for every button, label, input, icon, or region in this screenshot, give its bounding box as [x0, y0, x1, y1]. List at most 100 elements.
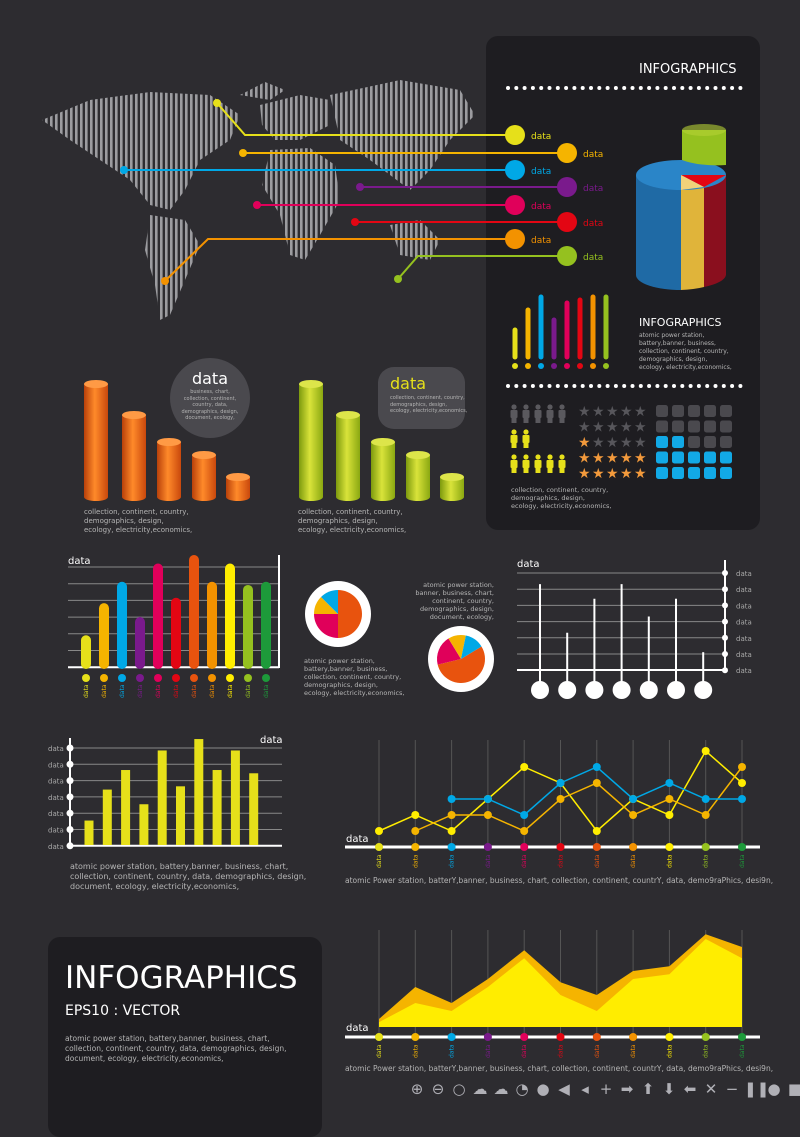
y-tick-label: data	[48, 794, 64, 802]
orange-cylinder-bar	[84, 380, 108, 388]
bar	[194, 739, 204, 845]
category-dot	[520, 1033, 529, 1041]
category-label: data	[739, 854, 746, 868]
orange-cylinder-bar	[192, 493, 216, 501]
grid-square	[720, 420, 732, 433]
category-dot	[556, 843, 565, 851]
star-icon: ★	[634, 451, 647, 467]
category-dot	[244, 674, 252, 682]
category-label: data	[594, 1044, 601, 1058]
dotted-divider	[564, 86, 569, 90]
dotted-divider	[522, 384, 527, 388]
icon-row: ⊕⊖○☁☁◔●◀◂+➡⬆⬇⬅✕−❚❚●■▶	[408, 1080, 800, 1098]
dotted-divider	[597, 384, 602, 388]
grid-square	[656, 405, 668, 417]
minus-icon: −	[725, 1080, 739, 1098]
orange-cylinder-bar	[157, 438, 181, 446]
bar	[84, 820, 94, 845]
bar	[230, 750, 240, 845]
lollipop-dot	[585, 681, 604, 699]
bar	[176, 786, 185, 845]
dotted-divider	[705, 86, 710, 90]
category-dot	[226, 674, 234, 682]
y-tick-label: data	[48, 810, 64, 818]
grid-square	[672, 467, 684, 479]
person-icon	[547, 467, 553, 473]
person-icon	[534, 460, 542, 468]
orange-bubble-title: data	[191, 369, 229, 388]
category-dot	[520, 843, 529, 851]
category-dot	[100, 674, 108, 682]
dotted-divider	[506, 86, 510, 90]
green-bubble-title: data	[390, 374, 427, 393]
close-icon: ✕	[704, 1080, 718, 1098]
grid-square	[688, 467, 700, 479]
grid-square	[656, 467, 668, 479]
record-icon: ●	[767, 1080, 781, 1098]
dotted-divider	[564, 384, 569, 388]
grid-square	[656, 451, 668, 464]
category-dot	[375, 843, 383, 851]
category-dot	[556, 1033, 565, 1041]
zoom-out-pin-icon: ⊖	[431, 1080, 445, 1098]
orange-speech-bubble	[170, 358, 250, 438]
y-tick-label: data	[736, 651, 752, 659]
dotted-divider	[680, 384, 685, 388]
map-legend-dot	[505, 229, 525, 249]
star-icon: ★	[606, 451, 619, 467]
person-icon	[558, 410, 566, 418]
category-label: data	[227, 684, 234, 698]
green-cylinder-bar	[336, 415, 360, 497]
person-icon	[523, 417, 529, 423]
y-tick-label: data	[736, 570, 752, 578]
star-icon: ★	[634, 420, 647, 436]
dotted-divider	[688, 384, 693, 388]
green-cylinder-bar	[336, 411, 360, 419]
person-icon	[535, 404, 541, 410]
pie2-slice	[448, 635, 466, 659]
orange-cylinder-bar	[157, 493, 181, 501]
category-dot	[208, 674, 216, 682]
data-point	[701, 811, 710, 819]
bar	[121, 770, 131, 845]
panel-bar-dot	[551, 363, 557, 369]
grid-square	[720, 451, 732, 464]
zoom-in-pin-icon: ⊕	[410, 1080, 424, 1098]
category-dot	[447, 1033, 456, 1041]
map-legend-dot	[557, 177, 577, 197]
green-cylinder-bar	[336, 493, 360, 501]
person-icon	[523, 467, 529, 473]
y-axis-label: data	[346, 1023, 369, 1034]
pie1-slice	[321, 590, 338, 614]
dotted-divider	[514, 86, 519, 90]
star-icon: ★	[606, 466, 619, 482]
pie1-text: atomic power station, battery,banner, bu…	[304, 657, 405, 697]
pie2-slice	[461, 635, 482, 659]
bar	[102, 789, 112, 845]
stop-icon: ■	[787, 1080, 800, 1098]
person-icon	[559, 404, 565, 410]
data-point	[447, 795, 456, 803]
grid-square	[672, 436, 684, 448]
dotted-divider	[638, 384, 643, 388]
category-dot	[592, 1033, 601, 1041]
green-cylinder-bar	[299, 493, 323, 501]
person-icon	[522, 410, 530, 418]
dotted-divider	[622, 86, 627, 90]
green-caption: collection, continent, country, demograp…	[298, 508, 407, 534]
dotted-divider	[730, 384, 735, 388]
person-icon	[559, 454, 565, 460]
data-point	[483, 795, 492, 803]
lollipop-dot	[558, 681, 577, 699]
category-dot	[483, 1033, 492, 1041]
category-label: data	[449, 1044, 456, 1058]
map-legend-dot	[557, 212, 577, 232]
category-dot	[701, 1033, 710, 1041]
orange-cylinder-bar	[226, 473, 250, 481]
cloud-wifi-icon: ☁	[472, 1080, 488, 1098]
star-icon: ★	[620, 404, 633, 420]
data-point	[556, 779, 565, 787]
star-icon: ★	[620, 420, 633, 436]
orange-caption: collection, continent, country, demograp…	[84, 508, 193, 534]
person-icon	[535, 454, 541, 460]
